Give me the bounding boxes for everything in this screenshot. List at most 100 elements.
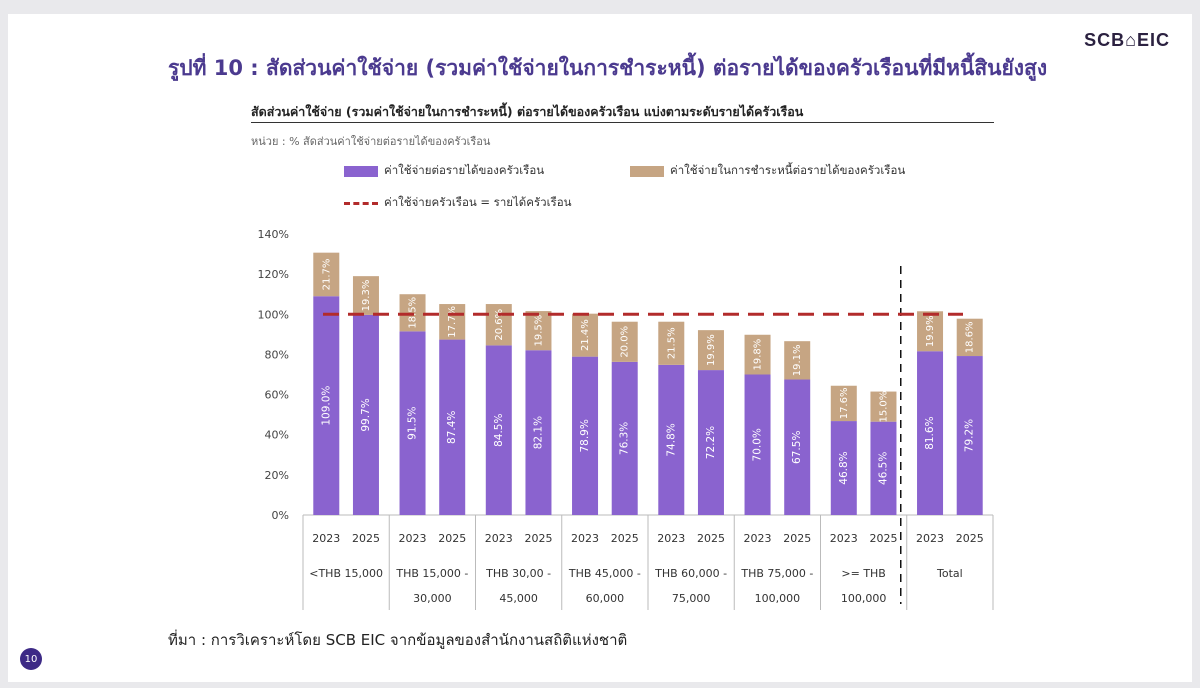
category-label: THB 75,000 - (740, 567, 813, 580)
data-label-expense: 82.1% (532, 416, 544, 449)
y-tick-label: 20% (265, 469, 289, 482)
y-tick-label: 100% (258, 308, 289, 321)
category-label: Total (936, 567, 963, 580)
title-underline (251, 122, 994, 123)
year-tick-label: 2023 (399, 532, 427, 545)
category-label: THB 15,000 - (395, 567, 468, 580)
data-label-debt: 18.6% (965, 321, 976, 353)
category-label-line2: 30,000 (413, 592, 452, 605)
category-label: THB 60,000 - (654, 567, 727, 580)
source-note: ที่มา : การวิเคราะห์โดย SCB EIC จากข้อมู… (168, 631, 628, 649)
bar-debt (870, 391, 897, 422)
bar-debt (525, 311, 552, 351)
data-label-expense: 79.2% (964, 419, 976, 452)
data-label-expense: 46.8% (838, 451, 850, 484)
y-tick-label: 120% (258, 268, 289, 281)
bar-debt (697, 330, 724, 371)
data-label-debt: 19.9% (925, 315, 936, 347)
data-label-debt: 17.7% (447, 306, 458, 338)
data-label-debt: 21.5% (666, 327, 677, 359)
bar-expense (572, 356, 599, 515)
bar-debt (313, 252, 340, 297)
data-label-expense: 78.9% (579, 419, 591, 452)
data-label-expense: 91.5% (407, 406, 419, 439)
legend-swatch-debt (630, 165, 664, 177)
data-label-expense: 72.2% (705, 426, 717, 459)
data-label-debt: 18.5% (408, 297, 419, 329)
legend-label-expense: ค่าใช้จ่ายต่อรายได้ของครัวเรือน (384, 163, 545, 177)
year-tick-label: 2025 (611, 532, 639, 545)
category-label-line2: 60,000 (586, 592, 625, 605)
category-label: THB 30,00 - (485, 567, 551, 580)
data-label-expense: 67.5% (791, 431, 803, 464)
data-label-debt: 19.8% (753, 339, 764, 371)
y-tick-label: 40% (265, 429, 289, 442)
bar-debt (399, 294, 426, 332)
category-label: THB 45,000 - (568, 567, 641, 580)
year-tick-label: 2025 (956, 532, 984, 545)
data-label-debt: 19.9% (706, 334, 717, 366)
data-label-expense: 87.4% (446, 411, 458, 444)
year-tick-label: 2023 (571, 532, 599, 545)
category-label: >= THB (841, 567, 885, 580)
year-tick-label: 2025 (869, 532, 897, 545)
data-label-debt: 19.5% (533, 315, 544, 347)
category-label-line2: 100,000 (841, 592, 887, 605)
year-tick-label: 2025 (352, 532, 380, 545)
data-label-expense: 70.0% (752, 428, 764, 461)
legend-item-expense: ค่าใช้จ่ายต่อรายได้ของครัวเรือน (344, 162, 544, 180)
bar-debt (956, 318, 983, 357)
data-label-expense: 84.5% (493, 413, 505, 446)
data-label-debt: 19.3% (361, 280, 372, 312)
bar-debt (917, 311, 944, 352)
bar-debt (658, 321, 685, 365)
data-label-expense: 81.6% (924, 416, 936, 449)
data-label-expense: 99.7% (360, 398, 372, 431)
page-number-badge: 10 (20, 648, 42, 670)
legend-dash-reference (344, 201, 378, 205)
bar-debt (439, 304, 466, 340)
data-label-debt: 20.6% (494, 309, 505, 341)
bar-debt (352, 276, 379, 315)
unit-label: หน่วย : % สัดส่วนค่าใช้จ่ายต่อรายได้ของค… (251, 135, 491, 148)
data-label-expense: 74.8% (665, 423, 677, 456)
category-label: <THB 15,000 (309, 567, 383, 580)
year-tick-label: 2025 (438, 532, 466, 545)
year-tick-label: 2023 (312, 532, 340, 545)
bar-expense (399, 331, 426, 515)
bar-expense (784, 379, 811, 515)
year-tick-label: 2023 (657, 532, 685, 545)
data-label-debt: 20.0% (620, 326, 631, 358)
bar-debt (572, 313, 599, 357)
legend-label-reference: ค่าใช้จ่ายครัวเรือน = รายได้ครัวเรือน (384, 195, 572, 209)
legend-swatch-expense (344, 165, 378, 177)
y-tick-label: 60% (265, 389, 289, 402)
scb-eic-logo: SCB⌂EIC (1084, 30, 1170, 50)
bar-expense (485, 345, 512, 515)
data-label-debt: 17.6% (839, 388, 850, 420)
y-tick-label: 80% (265, 348, 289, 361)
bar-expense (658, 364, 685, 515)
bar-expense (917, 351, 944, 515)
bar-expense (611, 361, 638, 515)
slide: SCB⌂EIC รูปที่ 10 : สัดส่วนค่าใช้จ่าย (ร… (8, 14, 1192, 682)
stacked-bar-chart: 0% 20% 40% 60% 80% 100% 120% 140% 109.0% 21.7% 202… (258, 228, 994, 610)
bar-expense (439, 339, 466, 515)
data-label-expense: 46.5% (877, 452, 889, 485)
year-tick-label: 2025 (783, 532, 811, 545)
bar-expense (313, 296, 340, 515)
bar-debt (830, 385, 857, 422)
year-tick-label: 2023 (916, 532, 944, 545)
chart-title: สัดส่วนค่าใช้จ่าย (รวมค่าใช้จ่ายในการชำร… (251, 104, 804, 119)
bar-expense (525, 350, 552, 515)
legend-item-debt: ค่าใช้จ่ายในการชำระหนี้ต่อรายได้ของครัวเ… (630, 162, 905, 180)
data-label-debt: 19.1% (792, 344, 803, 376)
page-title: รูปที่ 10 : สัดส่วนค่าใช้จ่าย (รวมค่าใช้… (168, 56, 1048, 80)
year-tick-label: 2023 (485, 532, 513, 545)
year-tick-label: 2025 (697, 532, 725, 545)
legend-item-reference: ค่าใช้จ่ายครัวเรือน = รายได้ครัวเรือน (344, 194, 571, 212)
category-label-line2: 75,000 (672, 592, 711, 605)
bar-debt (784, 341, 811, 380)
data-label-debt: 21.7% (321, 259, 332, 291)
year-tick-label: 2025 (524, 532, 552, 545)
